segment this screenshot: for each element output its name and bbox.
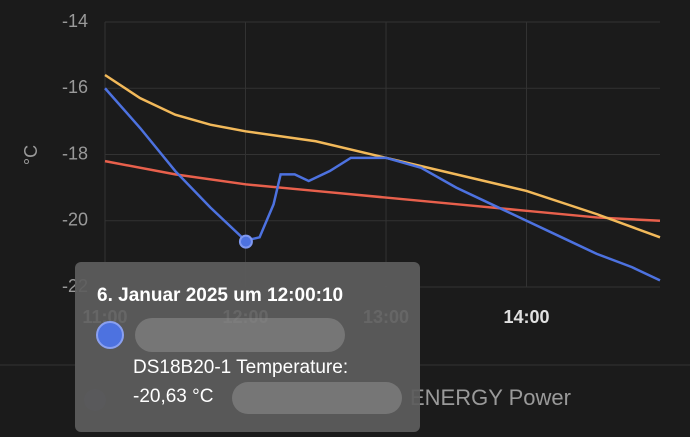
y-tick-label: -20 [62, 210, 88, 230]
tooltip: 6. Januar 2025 um 12:00:10 DS18B20-1 Tem… [75, 262, 420, 432]
redacted [135, 318, 345, 352]
x-tick-label: 14:00 [503, 307, 549, 327]
tooltip-value: -20,63 °C [133, 386, 213, 407]
highlight-point [238, 234, 253, 249]
tooltip-title: 6. Januar 2025 um 12:00:10 [97, 285, 343, 306]
tooltip-label: DS18B20-1 Temperature: [133, 357, 348, 378]
y-tick-label: -18 [62, 143, 88, 163]
line [104, 87, 661, 282]
y-tick-label: -14 [62, 11, 88, 31]
legend-text: ENERGY Power [410, 385, 571, 410]
line [104, 159, 661, 222]
y-tick-label: -16 [62, 77, 88, 97]
redacted [232, 382, 402, 414]
line [104, 73, 661, 239]
tooltip-swatch [96, 321, 124, 349]
y-axis-label: °C [21, 145, 41, 165]
